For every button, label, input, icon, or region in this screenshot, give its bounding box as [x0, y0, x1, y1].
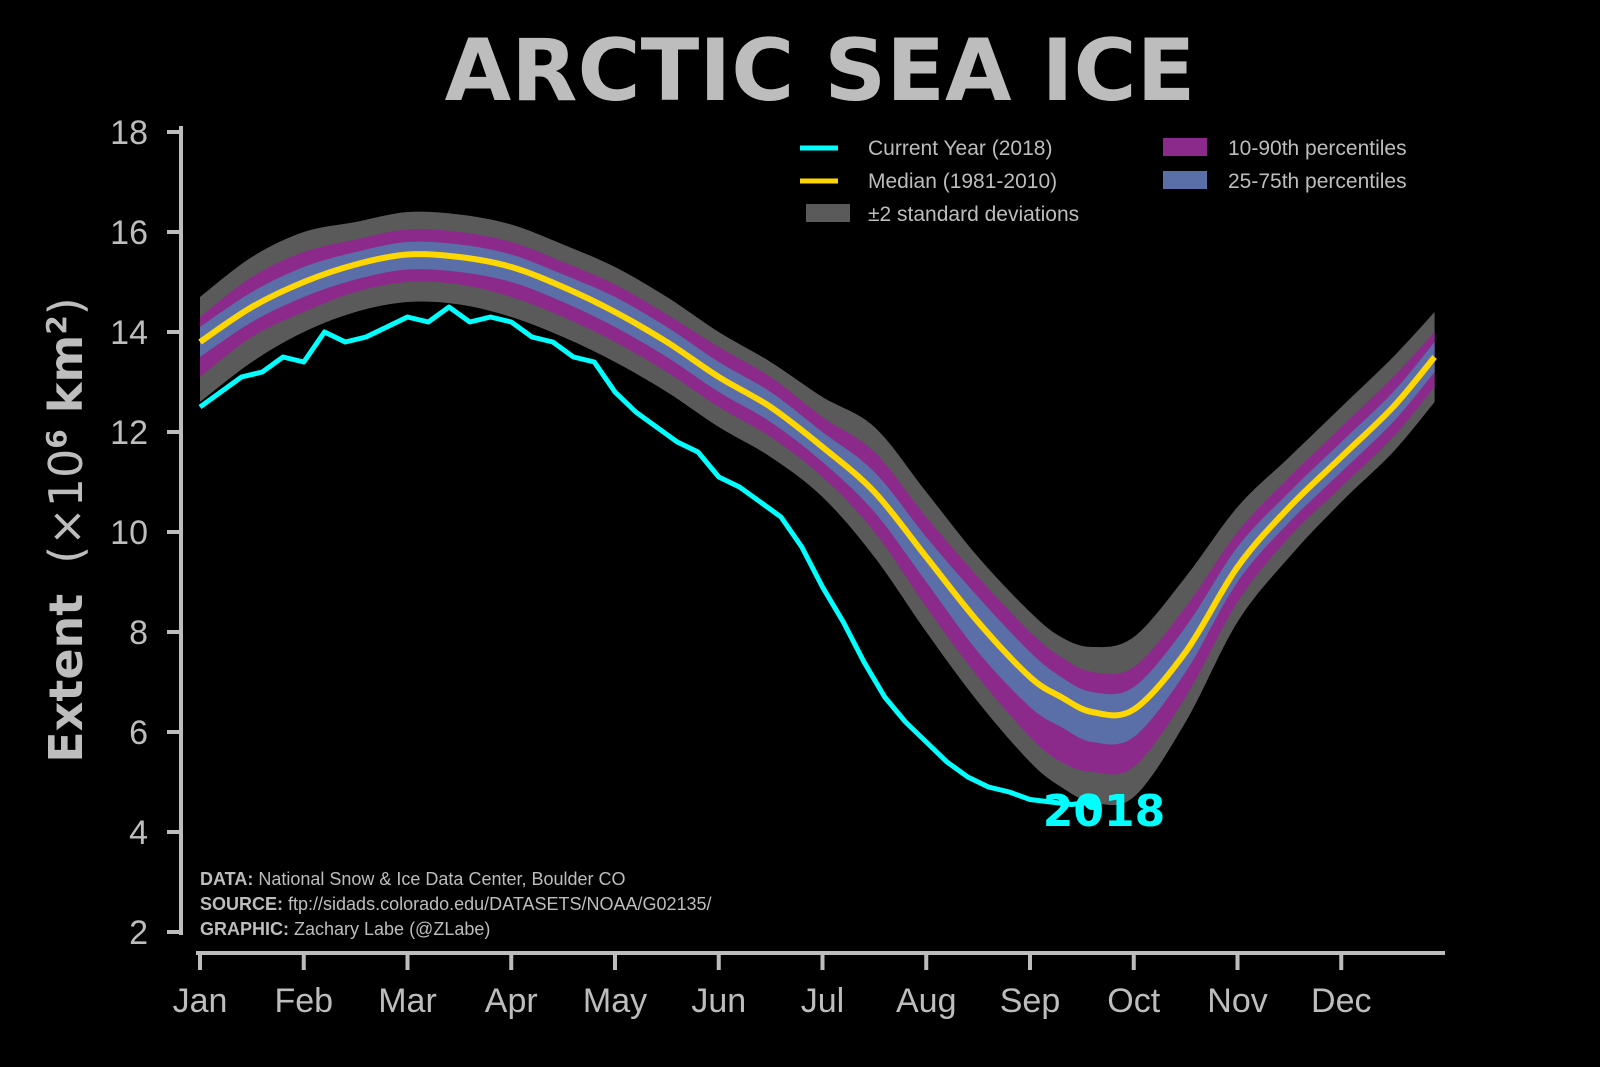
- ylabel-unit: km: [39, 335, 93, 430]
- legend-swatch-p25-75: [1163, 171, 1207, 189]
- credit-source-label: SOURCE:: [200, 894, 283, 914]
- x-tick-label: Apr: [485, 982, 538, 1020]
- ylabel-unit-exp: 2: [40, 315, 73, 334]
- credit-graphic-text: Zachary Labe (@ZLabe): [289, 919, 490, 939]
- x-tick-label: Oct: [1107, 982, 1160, 1020]
- legend-label-std2: ±2 standard deviations: [868, 203, 1079, 226]
- x-tick-label: Jun: [691, 982, 746, 1020]
- y-tick-label: 10: [110, 514, 148, 552]
- svg-text:SOURCE: ftp://sidads.colorado.: SOURCE: ftp://sidads.colorado.edu/DATASE…: [200, 894, 712, 914]
- current-year-label: 2018: [1043, 786, 1165, 837]
- credit-data-label: DATA:: [200, 869, 253, 889]
- legend-label-current: Current Year (2018): [868, 137, 1052, 160]
- y-axis-label: Extent (×106 km2): [39, 297, 93, 763]
- legend: Current Year (2018) Median (1981-2010) ±…: [800, 137, 1407, 226]
- y-tick-label: 12: [110, 414, 148, 452]
- svg-text:DATA: National Snow & Ice Data: DATA: National Snow & Ice Data Center, B…: [200, 869, 626, 889]
- y-tick-label: 6: [129, 714, 148, 752]
- y-ticks: 2 4 6 8 10 12 14 16 18: [110, 114, 181, 952]
- x-tick-label: Aug: [896, 982, 957, 1020]
- chart-title: ARCTIC SEA ICE: [445, 21, 1196, 121]
- x-tick-label: May: [583, 982, 647, 1020]
- y-tick-label: 8: [129, 614, 148, 652]
- x-tick-label: Dec: [1311, 982, 1371, 1020]
- legend-label-p25-75: 25-75th percentiles: [1228, 170, 1407, 193]
- y-tick-label: 2: [129, 914, 148, 952]
- x-tick-label: Jan: [173, 982, 228, 1020]
- y-tick-label: 14: [110, 314, 148, 352]
- x-tick-label: Nov: [1207, 982, 1267, 1020]
- x-tick-label: Mar: [378, 982, 437, 1020]
- x-tick-label: Jul: [801, 982, 844, 1020]
- x-tick-label: Feb: [274, 982, 333, 1020]
- series-current: [198, 304, 1093, 807]
- credits: DATA: National Snow & Ice Data Center, B…: [200, 869, 712, 939]
- credit-graphic-label: GRAPHIC:: [200, 919, 289, 939]
- legend-label-median: Median (1981-2010): [868, 170, 1057, 193]
- legend-swatch-p10-90: [1163, 138, 1207, 156]
- ylabel-close: ): [39, 297, 93, 315]
- legend-label-p10-90: 10-90th percentiles: [1228, 137, 1407, 160]
- x-tick-label: Sep: [1000, 982, 1061, 1020]
- credit-source-text: ftp://sidads.colorado.edu/DATASETS/NOAA/…: [283, 894, 712, 914]
- percentile-bands: [200, 211, 1435, 806]
- current-endpoint-marker: [1084, 794, 1101, 810]
- ylabel-main: Extent: [39, 594, 93, 763]
- y-tick-label: 18: [110, 114, 148, 152]
- series-median: [198, 251, 1437, 719]
- series-lines: [198, 251, 1437, 810]
- y-tick-label: 4: [129, 814, 148, 852]
- svg-text:Extent (×106 km2): Extent (×106 km2): [39, 297, 93, 763]
- y-tick-label: 16: [110, 214, 148, 252]
- svg-text:GRAPHIC: Zachary Labe (@ZLabe): GRAPHIC: Zachary Labe (@ZLabe): [200, 919, 490, 939]
- band-std2: [200, 211, 1435, 806]
- credit-data-text: National Snow & Ice Data Center, Boulder…: [253, 869, 625, 889]
- ylabel-paren: (×10: [39, 449, 93, 564]
- legend-swatch-std2: [806, 204, 850, 222]
- ylabel-exp: 6: [40, 429, 73, 448]
- x-ticks: Jan Feb Mar Apr May Jun Jul Aug Sep Oct Nov Dec: [173, 953, 1371, 1020]
